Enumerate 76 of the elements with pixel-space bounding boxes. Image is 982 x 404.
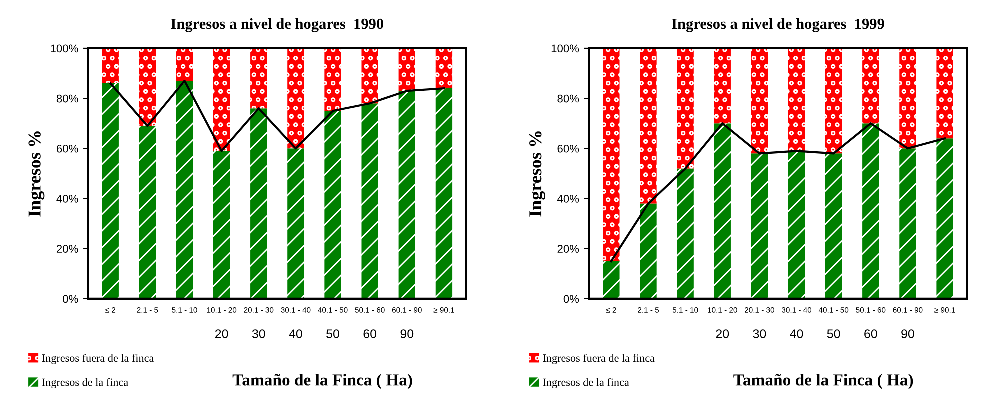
- y-tick-label: 60%: [558, 144, 580, 153]
- bar: [102, 48, 119, 84]
- y-axis-title: Ingresos %: [530, 132, 546, 217]
- y-tick-label: 80%: [558, 94, 580, 103]
- bar: [862, 124, 880, 299]
- text: 90: [400, 330, 414, 338]
- bar: [102, 84, 119, 299]
- text: 50: [326, 330, 340, 338]
- legend-label: Ingresos fuera de la finca: [543, 354, 655, 364]
- bar: [213, 151, 230, 299]
- text: 30: [252, 330, 266, 338]
- text: 40: [790, 330, 804, 338]
- bar: [324, 111, 342, 299]
- y-tick-label: 20%: [56, 245, 78, 253]
- line-series: [110, 80, 446, 152]
- bar: [677, 168, 694, 299]
- y-axis-title: Ingresos %: [28, 132, 45, 217]
- bar: [603, 261, 620, 299]
- bar: [900, 48, 916, 149]
- bar: [250, 108, 268, 299]
- bar: [714, 124, 731, 299]
- bar: [714, 48, 731, 124]
- y-tick-label: 0%: [63, 295, 78, 304]
- bar: [936, 48, 954, 139]
- y-tick-label: 80%: [56, 94, 78, 103]
- bar: [862, 48, 880, 124]
- bar: [640, 48, 657, 204]
- chart-title: Ingresos a nivel de hogares 1990: [171, 18, 384, 32]
- bar: [436, 88, 453, 299]
- y-tick-label: 100%: [552, 44, 580, 53]
- x-axis-title: Tamaño de la Finca ( Ha): [734, 374, 914, 390]
- bar: [640, 204, 657, 299]
- bar: [436, 48, 453, 89]
- bar: [250, 48, 268, 109]
- bar: [288, 148, 304, 299]
- bar: [362, 104, 378, 299]
- y-tick-label: 60%: [56, 144, 78, 153]
- text: 20: [215, 330, 228, 338]
- bar: [324, 48, 342, 112]
- bar: [751, 154, 768, 299]
- text: 60: [864, 330, 878, 338]
- y-tick-label: 0%: [564, 295, 580, 304]
- y-tick-label: 20%: [558, 245, 580, 253]
- x-axis-title: Tamaño de la Finca ( Ha): [232, 374, 412, 390]
- bar: [362, 48, 378, 104]
- bar: [900, 148, 916, 299]
- y-tick-label: 40%: [56, 195, 78, 203]
- bar: [936, 138, 954, 299]
- legend-label: Ingresos de la finca: [42, 378, 128, 389]
- bar: [176, 48, 194, 82]
- legend-label: Ingresos de la finca: [543, 378, 630, 389]
- bar: [788, 48, 806, 152]
- bar: [677, 48, 694, 169]
- chart-title: Ingresos a nivel de hogares 1999: [672, 18, 884, 32]
- bar: [139, 48, 156, 126]
- bar: [825, 48, 842, 154]
- bar: [213, 48, 230, 152]
- text: 40: [289, 330, 302, 338]
- bar: [398, 91, 416, 299]
- bar: [788, 151, 806, 299]
- text: 90: [902, 330, 914, 338]
- bar: [603, 48, 620, 262]
- bar: [751, 48, 768, 154]
- bar: [398, 48, 416, 92]
- text: 60: [364, 330, 377, 338]
- text: 20: [716, 330, 730, 338]
- bar: [288, 48, 304, 149]
- legend-label: Ingresos fuera de la finca: [42, 354, 154, 364]
- text: 50: [827, 330, 840, 338]
- line-series: [610, 122, 946, 262]
- y-tick-label: 40%: [557, 195, 580, 203]
- bar: [139, 126, 156, 299]
- y-tick-label: 100%: [51, 44, 78, 53]
- text: 30: [753, 330, 766, 338]
- bar: [825, 154, 842, 299]
- bar: [176, 81, 194, 299]
